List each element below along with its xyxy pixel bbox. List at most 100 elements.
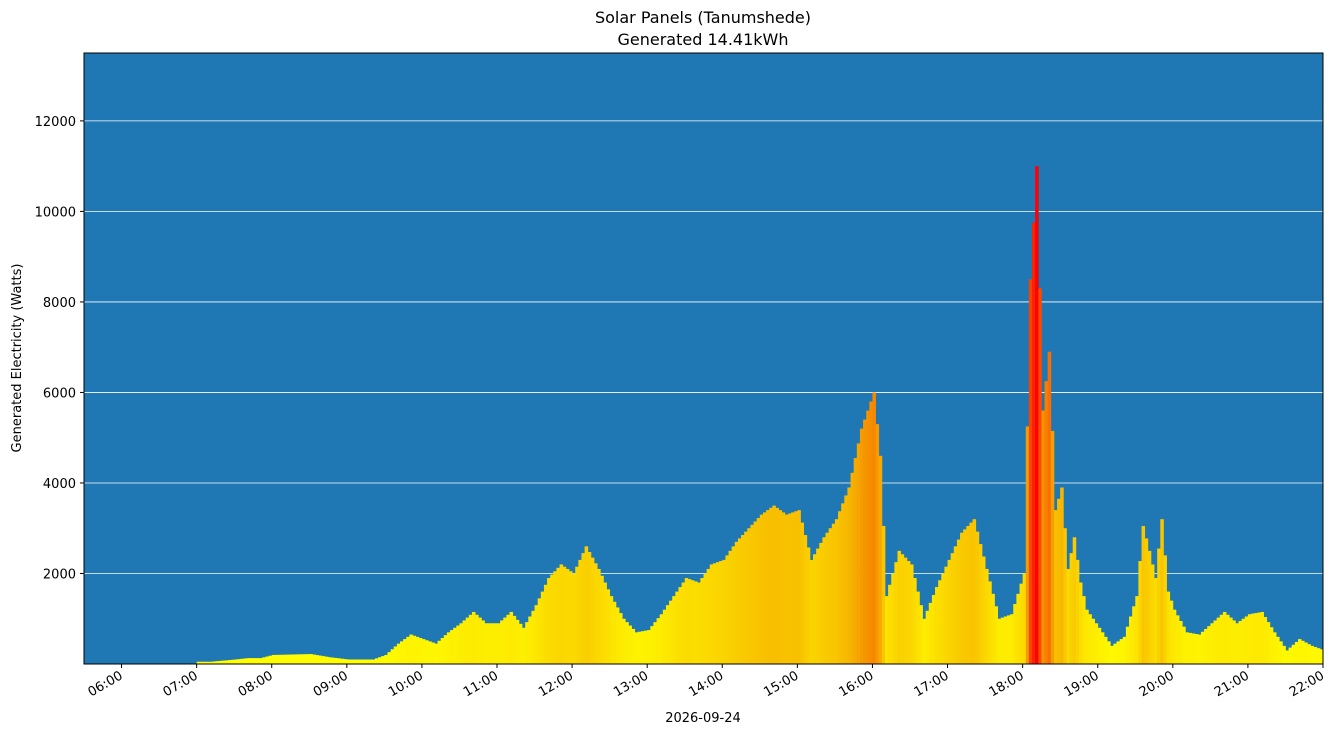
bar [910, 564, 914, 664]
bar [231, 659, 235, 664]
bar [1006, 615, 1011, 664]
bar [1103, 636, 1108, 664]
bar [249, 658, 254, 664]
bar [534, 605, 539, 664]
bar [468, 614, 473, 664]
bar [259, 658, 263, 664]
bar [615, 607, 620, 664]
bar [1294, 641, 1299, 664]
bar [935, 587, 939, 664]
bar [274, 654, 279, 664]
bar [1179, 621, 1183, 664]
bar [531, 610, 535, 664]
bar [1213, 620, 1218, 664]
bar [988, 581, 992, 664]
bar [741, 535, 745, 664]
bar [268, 655, 273, 664]
bar [287, 654, 291, 664]
bar [1122, 636, 1127, 664]
bar [1119, 639, 1124, 664]
bar [550, 574, 554, 664]
bar [221, 660, 226, 664]
bar [960, 532, 964, 664]
bar [975, 531, 980, 664]
bar [1038, 288, 1042, 664]
bar [966, 525, 970, 664]
bar [1125, 626, 1130, 664]
bar [328, 657, 332, 664]
bar [1085, 609, 1089, 664]
bar [600, 575, 604, 664]
bar [353, 659, 357, 664]
bar [234, 659, 238, 664]
bar [653, 622, 657, 664]
bar [953, 546, 958, 664]
bar [1144, 538, 1149, 664]
bar [572, 573, 576, 664]
bar [559, 564, 564, 664]
bar [547, 578, 551, 664]
y-axis: 2000 4000 6000 8000 10000 12000 [35, 115, 84, 582]
y-tick-label: 4000 [43, 477, 76, 492]
bar [277, 654, 282, 664]
bar [644, 630, 648, 664]
bar [944, 566, 948, 664]
bar [1301, 640, 1305, 664]
bar [759, 514, 764, 664]
bar [819, 542, 823, 664]
bar [1226, 614, 1230, 664]
bar [825, 532, 830, 664]
bar [856, 443, 861, 664]
bar [806, 547, 811, 664]
bar [528, 616, 532, 664]
bar [1188, 632, 1192, 664]
bar [947, 559, 952, 664]
bar [1194, 634, 1199, 664]
bar [299, 654, 304, 664]
bar [634, 632, 639, 664]
bar [1060, 487, 1064, 664]
bar [450, 630, 454, 664]
bar [716, 562, 720, 664]
bar [888, 584, 892, 664]
x-tick-label: 13:00 [611, 668, 651, 700]
bar [487, 623, 492, 664]
plot-frame [83, 52, 1324, 665]
bar [1100, 632, 1105, 664]
bar [453, 627, 457, 664]
x-tick-label: 15:00 [761, 668, 801, 700]
bar [212, 661, 216, 664]
bar [994, 606, 999, 664]
bar [387, 652, 392, 664]
bar [1166, 591, 1171, 664]
bar [1135, 596, 1139, 664]
bar [637, 631, 642, 664]
bar [224, 660, 229, 664]
bar [478, 617, 482, 664]
bar [406, 636, 410, 664]
bar [656, 618, 661, 664]
bar [737, 538, 742, 664]
bar [622, 618, 626, 664]
bar [963, 529, 967, 664]
bar [803, 535, 808, 664]
bar [981, 556, 986, 664]
bar [418, 637, 423, 664]
bar [853, 458, 858, 664]
bar [584, 546, 589, 664]
x-axis: 06:00 07:00 08:00 09:00 10:00 11:00 12:00 13:00… [86, 664, 1327, 700]
bar [1141, 525, 1146, 664]
bar [1116, 641, 1121, 664]
bar [1019, 583, 1024, 664]
bar [928, 602, 933, 664]
bar [1210, 623, 1214, 664]
bar [747, 528, 751, 664]
bar [1169, 600, 1174, 664]
bar [581, 553, 586, 664]
bar [866, 410, 870, 664]
bar [484, 623, 489, 664]
bar [400, 641, 404, 664]
bar [390, 649, 395, 664]
bar [913, 578, 917, 664]
bar [665, 605, 670, 664]
